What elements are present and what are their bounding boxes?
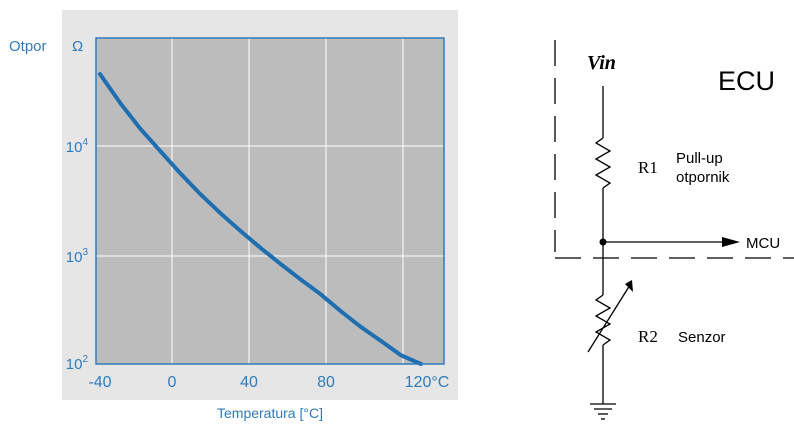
series-line — [98, 72, 423, 366]
x-tick-label: -40 — [88, 374, 111, 391]
r1-description-line1: Pull-up — [676, 150, 723, 167]
variable-resistor-arrow-line — [587, 284, 631, 353]
vin-label: Vin — [587, 52, 616, 74]
r1-description-line2: otpornik — [676, 169, 730, 186]
resistor-r1 — [594, 137, 612, 189]
x-tick-label: 0 — [168, 374, 177, 391]
r2-label: R2 — [638, 327, 658, 346]
r1-label: R1 — [638, 158, 658, 177]
mcu-arrow-icon — [722, 237, 740, 247]
ground-icon — [590, 403, 616, 420]
x-tick-label: 80 — [317, 374, 335, 391]
plot-frame — [95, 37, 445, 365]
y-tick-label: 104 — [66, 137, 89, 156]
x-axis-label: Temperatura [°C] — [217, 405, 323, 421]
circuit-diagram — [554, 40, 794, 420]
x-tick-label: 120°C — [405, 374, 450, 391]
x-tick-labels: -40 0 40 80 120°C — [88, 374, 449, 391]
mcu-label: MCU — [746, 235, 780, 252]
ntc-chart: Otpor Ω 102 103 104 -40 0 40 80 120°C Temperat… — [9, 10, 458, 421]
ecu-label: ECU — [718, 66, 775, 96]
y-axis-label: Otpor — [9, 38, 47, 55]
resistor-r2 — [594, 294, 612, 346]
y-axis-unit: Ω — [72, 38, 83, 55]
x-tick-label: 40 — [240, 374, 258, 391]
variable-resistor-arrowhead-icon — [625, 280, 633, 292]
y-tick-labels: 102 103 104 — [66, 137, 89, 373]
plot-area — [96, 38, 444, 364]
y-tick-label: 102 — [66, 354, 89, 373]
r2-description: Senzor — [678, 329, 726, 346]
y-tick-label: 103 — [66, 247, 89, 266]
